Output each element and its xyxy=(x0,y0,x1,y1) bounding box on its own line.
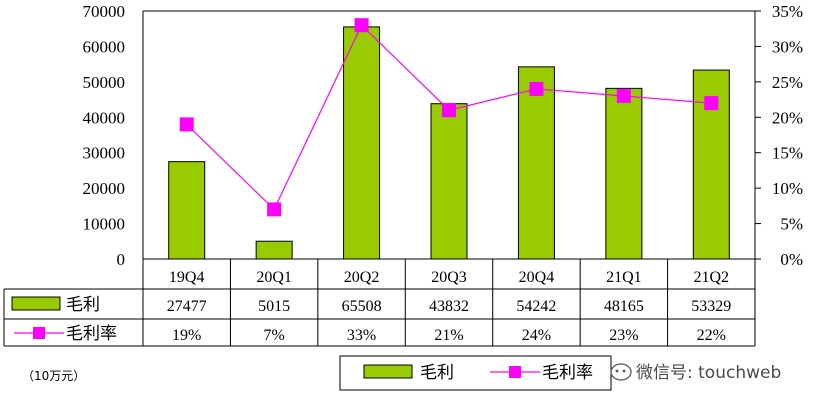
y-tick-label: 70000 xyxy=(83,2,126,21)
table-cell-margin: 19% xyxy=(172,327,201,344)
table-cell-value: 65508 xyxy=(342,298,382,315)
y-tick-label: 10000 xyxy=(83,215,126,234)
table-cell-margin: 7% xyxy=(263,327,284,344)
y2-tick-label: 0% xyxy=(780,250,803,269)
table-cell-value: 54242 xyxy=(516,298,556,315)
unit-note: （10万元） xyxy=(22,369,85,383)
bar-series xyxy=(168,26,730,260)
x-tick-label: 20Q1 xyxy=(256,269,292,286)
legend-bar-swatch xyxy=(363,364,413,379)
point-20Q2 xyxy=(354,18,369,33)
y-tick-label: 0 xyxy=(117,250,126,269)
legend-bar-label: 毛利 xyxy=(420,363,454,383)
table-cell-margin: 21% xyxy=(434,327,463,344)
bar-19Q4 xyxy=(168,161,206,260)
y-tick-label: 60000 xyxy=(83,37,126,56)
x-tick-label: 21Q1 xyxy=(606,269,642,286)
x-tick-label: 20Q3 xyxy=(431,269,467,286)
table-cell-value: 43832 xyxy=(429,298,469,315)
bar-20Q3 xyxy=(430,103,468,260)
point-20Q1 xyxy=(267,202,282,217)
left-axis-ticks: 0 10000 20000 30000 40000 50000 60000 70000 xyxy=(83,2,126,269)
x-tick-label: 21Q2 xyxy=(694,269,730,286)
row-line-marker xyxy=(33,327,45,339)
bar-20Q4 xyxy=(517,66,555,260)
point-20Q4 xyxy=(529,81,544,96)
y2-tick-label: 30% xyxy=(772,37,803,56)
y-tick-label: 20000 xyxy=(83,179,126,198)
line-series xyxy=(179,18,719,217)
y2-tick-label: 35% xyxy=(772,2,803,21)
point-21Q2 xyxy=(704,96,719,111)
y-tick-label: 40000 xyxy=(83,108,126,127)
x-tick-label: 19Q4 xyxy=(169,269,205,286)
y2-tick-label: 20% xyxy=(772,108,803,127)
x-tick-label: 20Q4 xyxy=(519,269,555,286)
point-21Q1 xyxy=(616,89,631,104)
table-cell-value: 27477 xyxy=(167,298,207,315)
bar-20Q2 xyxy=(343,26,381,260)
table-cell-value: 53329 xyxy=(691,298,731,315)
point-20Q3 xyxy=(442,103,456,118)
y2-tick-label: 25% xyxy=(772,73,803,92)
bar-21Q1 xyxy=(605,87,643,260)
data-table: 19Q4 27477 19% 20Q1 5015 7% 20Q2 65508 33% 20Q3 43… xyxy=(3,258,756,347)
y-tick-label: 50000 xyxy=(83,73,126,92)
legend-line-marker xyxy=(509,366,521,378)
table-cell-margin: 23% xyxy=(609,327,638,344)
y-tick-label: 30000 xyxy=(83,144,126,163)
y2-tick-label: 5% xyxy=(780,215,803,234)
wechat-icon xyxy=(610,363,632,381)
table-cell-value: 48165 xyxy=(604,298,644,315)
watermark: 微信号: touchweb xyxy=(610,363,781,383)
legend: 毛利 毛利率 xyxy=(339,355,612,391)
bar-20Q1 xyxy=(255,240,293,260)
table-cell-margin: 22% xyxy=(697,327,726,344)
right-axis-ticks: 0% 5% 10% 15% 20% 25% 30% 35% xyxy=(755,2,803,269)
y2-tick-label: 10% xyxy=(772,179,803,198)
row-label-gross-profit: 毛利 xyxy=(66,295,100,315)
point-19Q4 xyxy=(179,117,194,132)
table-cell-value: 5015 xyxy=(258,298,290,315)
legend-line-label: 毛利率 xyxy=(542,363,593,383)
row-label-gross-margin: 毛利率 xyxy=(66,324,117,344)
row-bar-swatch xyxy=(11,296,61,311)
y2-tick-label: 15% xyxy=(772,144,803,163)
table-cell-margin: 24% xyxy=(522,327,551,344)
watermark-text: 微信号: touchweb xyxy=(636,363,781,383)
table-cell-margin: 33% xyxy=(347,327,376,344)
x-tick-label: 20Q2 xyxy=(344,269,380,286)
